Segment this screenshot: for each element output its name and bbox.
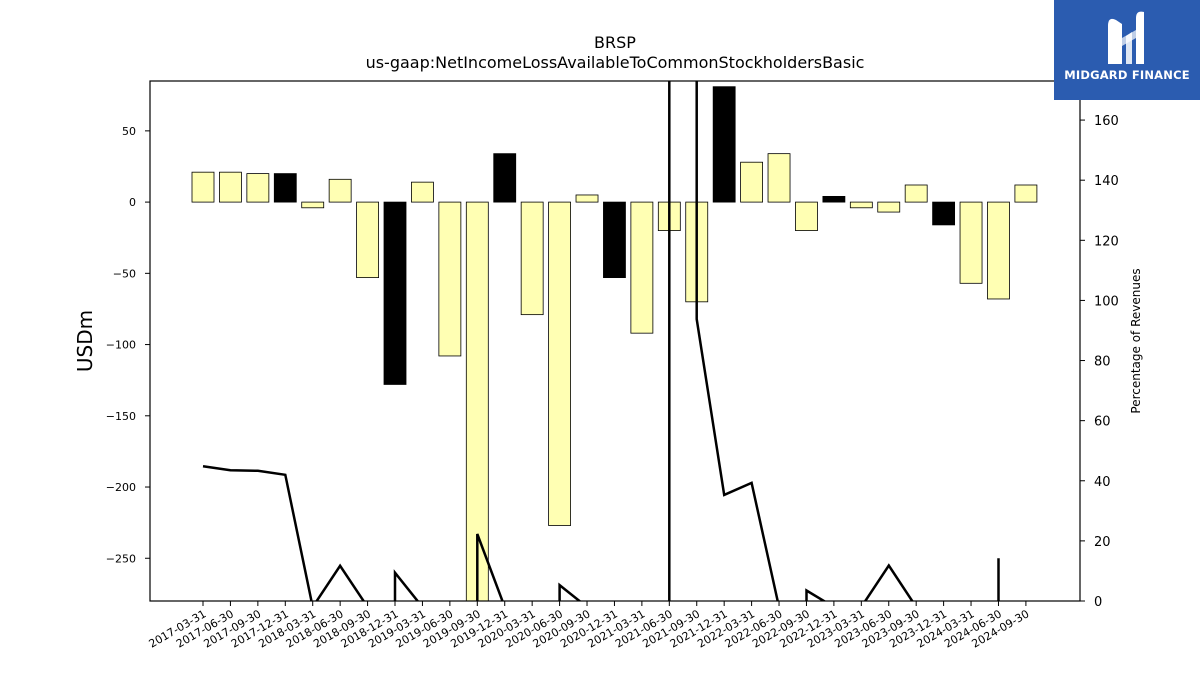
- bar: [301, 201, 325, 209]
- chart-subtitle: us-gaap:NetIncomeLossAvailableToCommonSt…: [366, 53, 865, 72]
- bar: [740, 161, 763, 203]
- bar: [959, 201, 983, 284]
- y2-tick-label: 120: [1094, 234, 1119, 249]
- bar: [465, 201, 489, 601]
- bar: [191, 171, 215, 203]
- y2-tick-label: 160: [1094, 114, 1119, 129]
- y-tick-label: 0: [129, 196, 136, 209]
- bar: [411, 181, 434, 203]
- bar: [246, 173, 270, 203]
- bar: [383, 201, 407, 385]
- chart-title: BRSP: [594, 33, 636, 52]
- bar: [219, 171, 242, 203]
- y-axis-label: USDm: [73, 310, 97, 372]
- bar: [520, 201, 544, 316]
- bar: [932, 201, 956, 226]
- bar: [712, 86, 736, 203]
- plot-frame: [149, 80, 1081, 602]
- line-layer: [202, 81, 1000, 601]
- bar: [273, 173, 297, 203]
- y-tick-label: −250: [106, 552, 136, 565]
- bar: [904, 184, 928, 203]
- bar: [987, 201, 1010, 300]
- bar: [356, 201, 379, 279]
- y2-tick-label: 20: [1094, 535, 1111, 550]
- y2-tick-label: 40: [1094, 475, 1111, 490]
- bar: [438, 201, 462, 357]
- y-tick-label: −150: [106, 410, 136, 423]
- logo-text: MIDGARD FINANCE: [1064, 68, 1190, 82]
- bar: [877, 201, 901, 213]
- y2-tick-label: 140: [1094, 174, 1119, 189]
- bar: [328, 178, 352, 203]
- y2-tick-label: 100: [1094, 294, 1119, 309]
- bar: [603, 201, 626, 279]
- bar: [575, 194, 599, 203]
- plot-area: 50 0 −50 −100 −150 −200 −250 0 20 40 60 80 100 120 140…: [106, 80, 1119, 651]
- bar: [630, 201, 654, 334]
- bar: [1014, 184, 1038, 203]
- bar: [822, 195, 846, 203]
- bars: [191, 86, 1038, 601]
- y-tick-label: −50: [113, 267, 136, 280]
- bar: [795, 201, 818, 231]
- bar: [548, 201, 571, 526]
- y2-axis-label: Percentage of Revenues: [1129, 268, 1143, 413]
- bar: [493, 153, 517, 203]
- bar: [849, 201, 873, 209]
- y-tick-label: 50: [122, 125, 136, 138]
- y-tick-label: −200: [106, 481, 136, 494]
- revenue-percentage-line: [202, 81, 1000, 601]
- logo-mark-icon: [1108, 11, 1144, 64]
- y2-tick-label: 80: [1094, 355, 1111, 370]
- y2-tick-label: 60: [1094, 415, 1111, 430]
- bar: [767, 153, 791, 203]
- y-tick-label: −100: [106, 339, 136, 352]
- brand-logo: MIDGARD FINANCE: [1054, 0, 1200, 100]
- y2-tick-label: 0: [1094, 595, 1102, 610]
